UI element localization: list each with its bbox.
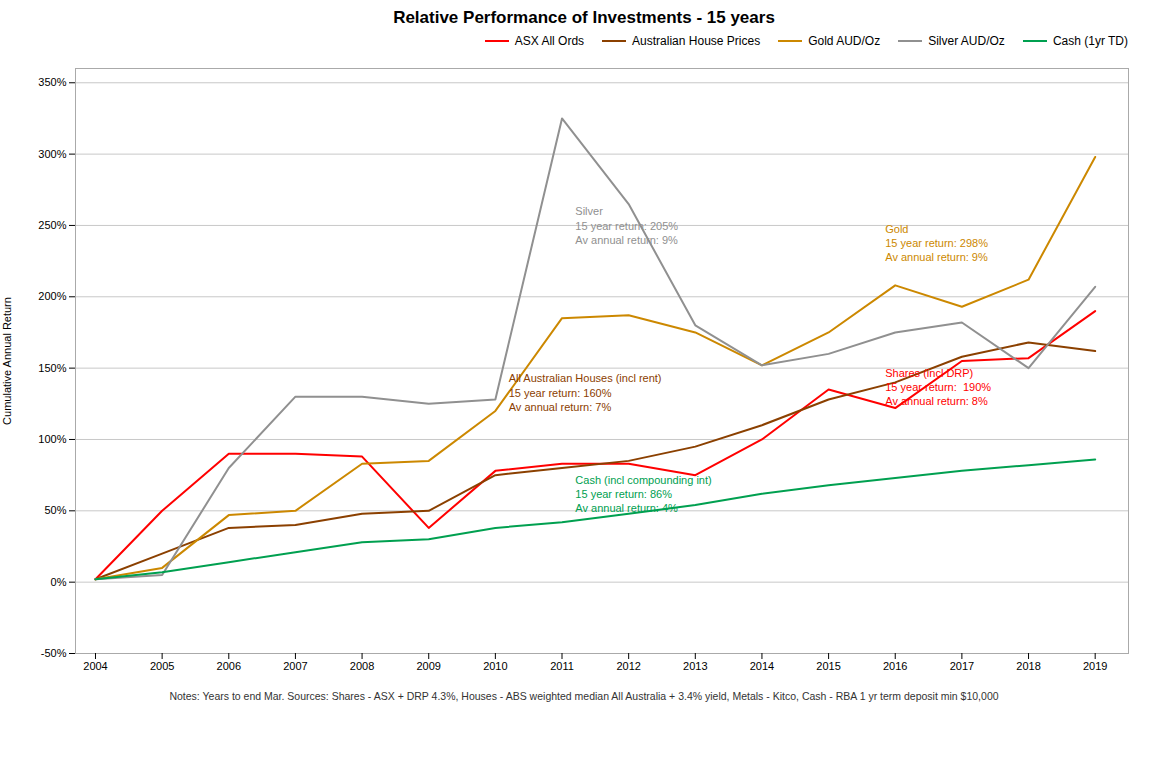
html-text:Gold AUD/Oz: Gold AUD/Oz (808, 34, 881, 48)
svg-text:Shares (incl DRP)15 year retur: Shares (incl DRP)15 year return: 190%Av … (885, 367, 991, 408)
html-text:ASX All Ords: ASX All Ords (514, 34, 585, 48)
svg-text:250%: 250% (38, 219, 66, 231)
svg-text:Cumulative Annual Return: Cumulative Annual Return (1, 297, 13, 425)
svg-text:200%: 200% (38, 290, 66, 302)
html-text:Notes: Years to end Mar. Sourc: Notes: Years to end Mar. Sources: Shares… (169, 690, 999, 702)
svg-text:2019: 2019 (1083, 660, 1107, 672)
svg-text:2004: 2004 (83, 660, 107, 672)
svg-text:All Australian Houses (incl re: All Australian Houses (incl rent)15 year… (509, 372, 662, 413)
html-text:Australian House Prices: Australian House Prices (632, 34, 761, 48)
html-text:Cash (1yr TD): Cash (1yr TD) (1052, 34, 1128, 48)
svg-text:Cash (incl compounding int)15: Cash (incl compounding int)15 year retur… (575, 474, 711, 515)
svg-text:2013: 2013 (683, 660, 707, 672)
svg-text:2005: 2005 (150, 660, 174, 672)
svg-text:2016: 2016 (883, 660, 907, 672)
svg-text:100%: 100% (38, 433, 66, 445)
svg-text:2007: 2007 (283, 660, 307, 672)
svg-text:300%: 300% (38, 148, 66, 160)
svg-text:150%: 150% (38, 362, 66, 374)
html-text:Relative Performance of Invest: Relative Performance of Investments - 15… (393, 8, 775, 27)
svg-text:2018: 2018 (1016, 660, 1040, 672)
svg-text:0%: 0% (51, 576, 67, 588)
svg-text:2017: 2017 (950, 660, 974, 672)
svg-text:2006: 2006 (217, 660, 241, 672)
svg-text:350%: 350% (38, 76, 66, 88)
svg-text:Gold15 year return: 298%Av ann: Gold15 year return: 298%Av annual return… (885, 223, 988, 264)
svg-text:2012: 2012 (616, 660, 640, 672)
svg-text:2014: 2014 (750, 660, 774, 672)
svg-text:2011: 2011 (550, 660, 574, 672)
svg-text:2010: 2010 (483, 660, 507, 672)
svg-text:2015: 2015 (816, 660, 840, 672)
svg-text:-50%: -50% (41, 647, 67, 659)
html-text:Silver AUD/Oz: Silver AUD/Oz (928, 34, 1005, 48)
svg-text:50%: 50% (44, 504, 66, 516)
svg-text:2009: 2009 (416, 660, 440, 672)
svg-text:2008: 2008 (350, 660, 374, 672)
svg-text:Silver15 year return: 205%Av a: Silver15 year return: 205%Av annual retu… (575, 205, 678, 246)
